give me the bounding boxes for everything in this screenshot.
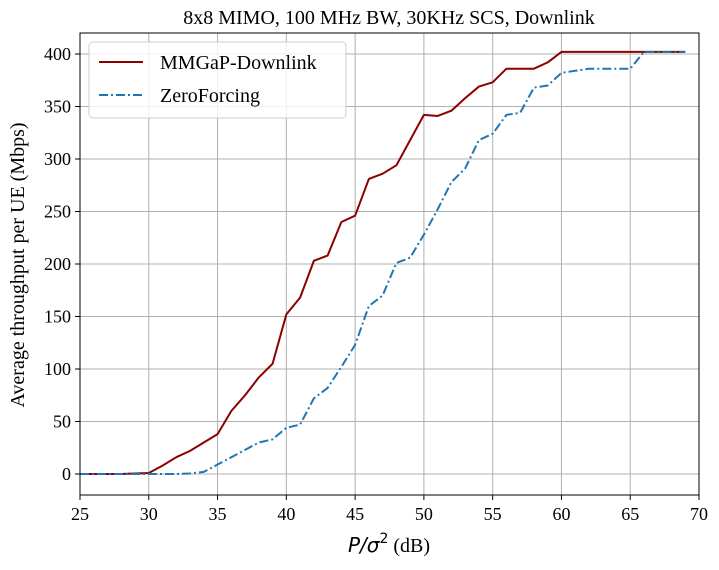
x-tick-label: 65 bbox=[621, 504, 639, 524]
legend-label-zeroforcing: ZeroForcing bbox=[160, 85, 260, 107]
x-tick-label: 55 bbox=[484, 504, 502, 524]
series-line-mmgap-downlink bbox=[80, 50, 686, 475]
x-tick-label: 70 bbox=[690, 504, 708, 524]
series-layer bbox=[80, 50, 686, 475]
y-tick-label: 200 bbox=[44, 254, 71, 274]
x-tick-label: 45 bbox=[346, 504, 364, 524]
y-tick-label: 300 bbox=[44, 149, 71, 169]
x-axis-label: P/σ2 (dB) bbox=[348, 531, 430, 557]
legend-frame bbox=[88, 41, 347, 119]
x-axis-label-unit: (dB) bbox=[388, 535, 430, 557]
chart-title: 8x8 MIMO, 100 MHz BW, 30KHz SCS, Downlin… bbox=[183, 7, 595, 29]
x-tick-label: 60 bbox=[552, 504, 570, 524]
y-tick-label: 400 bbox=[44, 44, 71, 64]
x-axis-label-math: P/σ bbox=[348, 533, 381, 557]
legend: MMGaP-Downlink ZeroForcing bbox=[88, 41, 347, 119]
x-tick-label: 50 bbox=[415, 504, 433, 524]
y-tick-label: 50 bbox=[53, 412, 71, 432]
x-axis-label-superscript: 2 bbox=[379, 531, 388, 547]
y-tick-label: 0 bbox=[62, 464, 71, 484]
x-tick-label: 40 bbox=[277, 504, 295, 524]
x-tick-label: 30 bbox=[140, 504, 158, 524]
x-tick-label: 35 bbox=[209, 504, 227, 524]
y-tick-label: 350 bbox=[44, 97, 71, 117]
y-axis-label: Average throughput per UE (Mbps) bbox=[7, 122, 29, 407]
y-tick-label: 250 bbox=[44, 202, 71, 222]
y-tick-label: 150 bbox=[44, 307, 71, 327]
legend-label-mmgap-downlink: MMGaP-Downlink bbox=[160, 52, 317, 74]
ticks-layer: 25 30 35 40 45 50 55 60 65 70 0 50 100 150 200 250 300 35… bbox=[44, 44, 708, 524]
x-tick-label: 25 bbox=[71, 504, 89, 524]
y-tick-label: 100 bbox=[44, 359, 71, 379]
